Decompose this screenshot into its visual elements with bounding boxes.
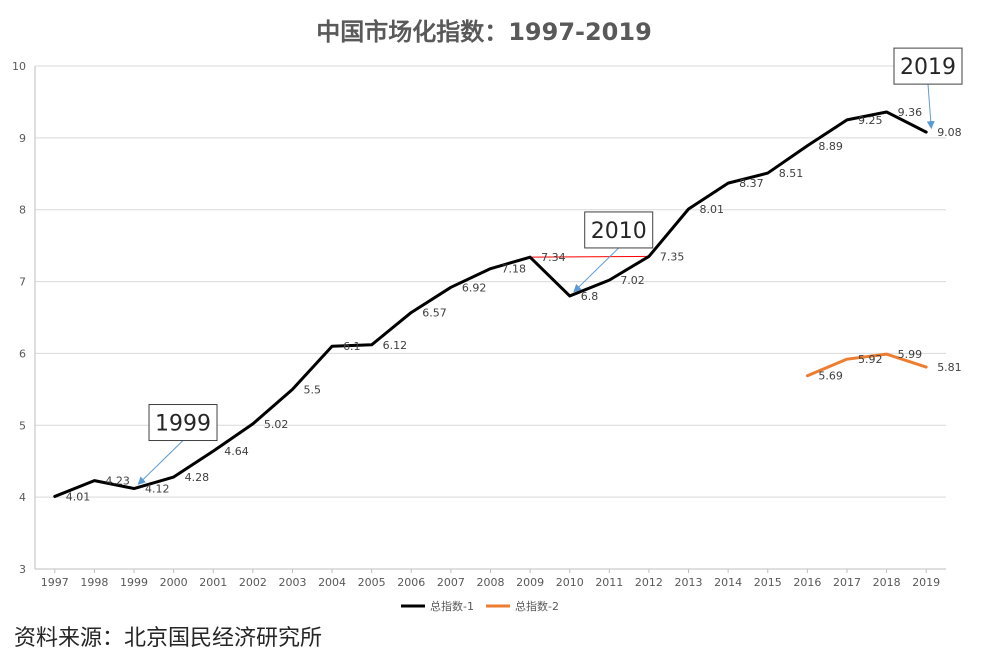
- data-label: 5.92: [858, 353, 883, 366]
- reference-line: [530, 255, 649, 258]
- data-label: 5.99: [898, 348, 923, 361]
- data-label: 5.02: [264, 418, 289, 431]
- callout-box: [893, 47, 963, 85]
- data-label: 6.12: [383, 339, 408, 352]
- x-tick-label: 1997: [41, 576, 69, 589]
- callout-arrow: [926, 84, 935, 130]
- series-line-1: [53, 110, 928, 498]
- x-tick-label: 2005: [358, 576, 386, 589]
- x-tick-label: 2003: [278, 576, 306, 589]
- x-tick-label: 2007: [437, 576, 465, 589]
- data-label: 4.23: [105, 475, 130, 488]
- data-label: 8.37: [739, 177, 764, 190]
- data-labels: 4.01 4.23 4.12 4.28 4.64 5.02 5.5 6.1 6.12 6.57 6.…: [66, 106, 962, 503]
- data-label: 7.35: [660, 250, 685, 263]
- callout-label: 2019: [900, 55, 956, 80]
- legend: 总指数-1 总指数-2: [401, 599, 559, 613]
- data-label: 4.01: [66, 490, 91, 503]
- data-label: 7.18: [502, 263, 527, 276]
- series-layer: [53, 110, 928, 498]
- callout-box: [584, 211, 654, 249]
- data-label: 5.5: [303, 383, 321, 396]
- x-tick-label: 2006: [397, 576, 425, 589]
- y-tick-label: 8: [19, 204, 26, 217]
- callout-label: 1999: [155, 412, 211, 437]
- x-tick-label: 2016: [793, 576, 821, 589]
- callouts: 1999 2010 2019: [137, 47, 963, 485]
- data-label: 4.28: [185, 471, 210, 484]
- y-tick-label: 10: [12, 60, 26, 73]
- data-label: 7.02: [620, 274, 645, 287]
- x-tick-label: 2012: [635, 576, 663, 589]
- x-tick-label: 2019: [912, 576, 940, 589]
- data-label: 9.08: [937, 126, 962, 139]
- source-note: 资料来源：北京国民经济研究所: [14, 626, 323, 651]
- data-label: 6.8: [581, 290, 599, 303]
- callout-box: [148, 404, 218, 442]
- x-tick-label: 2011: [595, 576, 623, 589]
- data-label: 5.69: [818, 370, 843, 383]
- y-tick-label: 7: [19, 276, 26, 289]
- legend-label-1: 总指数-1: [430, 599, 474, 613]
- callout-label: 2010: [591, 219, 647, 244]
- y-tick-label: 5: [19, 419, 26, 432]
- x-tick-label: 1998: [80, 576, 108, 589]
- x-tick-label: 1999: [120, 576, 148, 589]
- x-tick-label: 2015: [754, 576, 782, 589]
- grid: 3 4 5 6 7 8 9 10: [12, 60, 946, 576]
- data-label: 5.81: [937, 361, 962, 374]
- axes: 1997 1998 1999 2000 2001 2002 2003 2004 2005 2006…: [34, 66, 946, 589]
- x-tick-label: 2001: [199, 576, 227, 589]
- data-label: 7.34: [541, 251, 566, 264]
- y-tick-label: 3: [19, 563, 26, 576]
- x-tick-label: 2004: [318, 576, 346, 589]
- x-tick-label: 2014: [714, 576, 742, 589]
- data-label: 8.89: [818, 140, 843, 153]
- x-tick-label: 2017: [833, 576, 861, 589]
- x-tick-label: 2018: [873, 576, 901, 589]
- x-tick-label: 2000: [160, 576, 188, 589]
- y-tick-label: 9: [19, 132, 26, 145]
- data-label: 6.92: [462, 281, 487, 294]
- y-tick-label: 6: [19, 347, 26, 360]
- chart-title: 中国市场化指数：1997-2019: [316, 18, 652, 46]
- x-tick-label: 2010: [556, 576, 584, 589]
- data-label: 6.1: [343, 340, 361, 353]
- callout-arrow: [137, 440, 184, 485]
- reference-line-segment: [530, 255, 649, 258]
- data-label: 8.51: [779, 167, 804, 180]
- data-label: 6.57: [422, 306, 447, 319]
- x-tick-label: 2008: [477, 576, 505, 589]
- data-label: 4.12: [145, 483, 170, 496]
- legend-label-2: 总指数-2: [515, 599, 559, 613]
- y-tick-label: 4: [19, 491, 26, 504]
- data-label: 8.01: [700, 203, 725, 216]
- callout-arrow: [573, 247, 620, 293]
- x-tick-label: 2013: [675, 576, 703, 589]
- x-tick-label: 2002: [239, 576, 267, 589]
- data-label: 4.64: [224, 445, 249, 458]
- data-label: 9.25: [858, 114, 883, 127]
- x-tick-label: 2009: [516, 576, 544, 589]
- series-line-2: [805, 352, 928, 378]
- data-label: 9.36: [898, 106, 923, 119]
